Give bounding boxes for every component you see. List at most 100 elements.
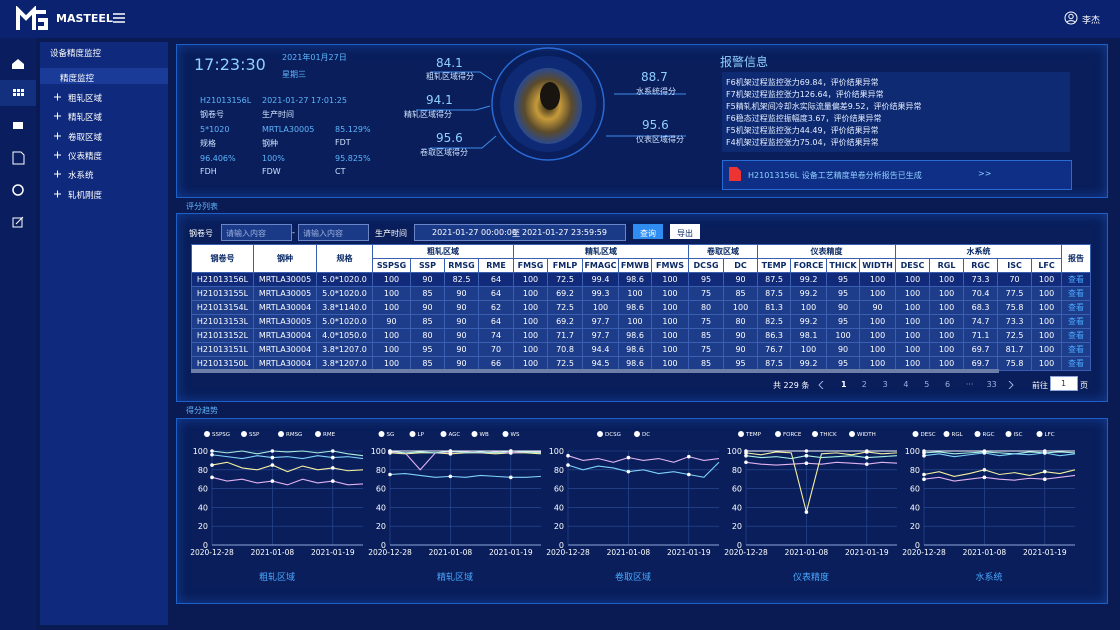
expand-icon[interactable] <box>54 112 62 120</box>
table-cell: 90 <box>410 272 445 287</box>
view-link[interactable]: 查看 <box>1061 328 1092 343</box>
table-cell: 99.2 <box>790 286 828 301</box>
expand-icon[interactable] <box>54 151 62 159</box>
table-row[interactable]: H21013150L MRTLA30004 3.8*1207.0 100 85 90 66 1… <box>191 356 1092 371</box>
table-row[interactable]: H21013156L MRTLA30005 5.0*1020.0 100 90 82.5 6… <box>191 272 1092 287</box>
table-cell: 74 <box>478 328 514 343</box>
table-cell: MRTLA30004 <box>253 342 317 357</box>
table-cell: 100 <box>826 328 861 343</box>
view-link[interactable]: 查看 <box>1061 356 1092 371</box>
table-row[interactable]: H21013155L MRTLA30005 5.0*1020.0 100 85 90 64 1… <box>191 286 1092 301</box>
trend-point <box>331 466 335 470</box>
query-button[interactable] <box>633 224 663 239</box>
legend-marker <box>943 431 950 437</box>
export-label[interactable]: 导出 <box>677 229 693 238</box>
page-number[interactable]: 3 <box>882 380 888 389</box>
grid-icon[interactable] <box>13 89 24 96</box>
expand-icon[interactable] <box>54 93 62 101</box>
table-cell: 100 <box>859 342 897 357</box>
table-cell: 86.3 <box>757 328 792 343</box>
menu-item[interactable]: 精度监控 <box>60 74 95 84</box>
view-link[interactable]: 查看 <box>1061 342 1092 357</box>
trend-point <box>982 451 987 455</box>
table-cell: 100 <box>650 272 690 287</box>
score-label: 精轧区域得分 <box>404 110 452 119</box>
table-cell: 100 <box>1031 342 1063 357</box>
table-cell: MRTLA30004 <box>253 300 317 315</box>
pdf-icon <box>729 167 741 181</box>
table-cell: 64 <box>478 272 514 287</box>
case-icon[interactable] <box>13 122 23 129</box>
user-icon[interactable] <box>1064 11 1078 25</box>
doc-icon[interactable] <box>12 151 25 165</box>
menu-item[interactable]: 仪表精度 <box>68 151 103 162</box>
user-name[interactable]: 李杰 <box>1082 16 1101 26</box>
trend-point <box>744 449 748 453</box>
table-cell: 99.3 <box>582 286 619 301</box>
page-arrow[interactable] <box>818 381 824 389</box>
page-arrow[interactable] <box>1008 381 1014 389</box>
table-cell: 70.4 <box>963 286 999 301</box>
table-cell: 98.6 <box>618 328 652 343</box>
input-box[interactable] <box>298 224 369 241</box>
table-cell: 73.3 <box>963 272 999 287</box>
table-cell: 90 <box>826 342 861 357</box>
view-link[interactable]: 查看 <box>1061 300 1092 315</box>
trend-point <box>922 477 926 481</box>
expand-icon[interactable] <box>54 132 62 140</box>
trend-point <box>1043 469 1047 474</box>
export-button[interactable] <box>670 224 700 239</box>
gear-icon[interactable] <box>12 184 24 196</box>
page-input[interactable]: 1 <box>1061 379 1067 388</box>
trend-line <box>389 473 542 478</box>
page-number[interactable]: 33 <box>986 380 997 389</box>
table-cell: 85 <box>688 328 725 343</box>
view-link[interactable]: 查看 <box>1061 286 1092 301</box>
legend-label: DCSG <box>605 432 621 438</box>
table-cell: 85 <box>688 356 725 371</box>
table-cell: 100 <box>859 286 897 301</box>
menu-item[interactable]: 精轧区域 <box>68 113 103 124</box>
alert-item: F5机架过程监控张力44.49，评价结果异常 <box>726 126 879 135</box>
menu-item[interactable]: 水系统 <box>68 171 94 182</box>
menu-toggle[interactable] <box>113 13 125 23</box>
expand-icon[interactable] <box>54 190 62 198</box>
menu-item[interactable]: 卷取区域 <box>68 132 103 143</box>
report-more[interactable]: >> <box>978 169 992 178</box>
table-row[interactable]: H21013154L MRTLA30004 3.8*1140.0 100 90 90 62 1… <box>191 300 1092 315</box>
input-box[interactable] <box>221 224 292 241</box>
page-number[interactable]: 2 <box>861 380 867 389</box>
home-icon[interactable] <box>12 59 24 69</box>
table-cell: 98.6 <box>618 300 652 315</box>
date-range-box[interactable] <box>414 224 626 241</box>
column-header: TEMP <box>757 258 792 273</box>
trend-line <box>211 476 364 486</box>
page-number[interactable]: 5 <box>924 380 930 389</box>
table-row[interactable]: H21013151L MRTLA30004 3.8*1207.0 100 95 90 70 1… <box>191 342 1092 357</box>
expand-icon[interactable] <box>54 170 62 178</box>
table-row[interactable]: H21013153L MRTLA30005 5.0*1020.0 90 85 90 64 10… <box>191 314 1092 329</box>
table-cell: 95 <box>723 356 759 371</box>
legend-marker <box>849 431 855 437</box>
chart-caption: 仪表精度 <box>793 571 829 583</box>
page-number[interactable]: 1 <box>841 380 847 389</box>
menu-item[interactable]: 轧机刚度 <box>68 190 103 201</box>
y-tick-label: 0 <box>381 541 386 550</box>
page-number[interactable]: ··· <box>965 380 974 389</box>
edit-icon[interactable] <box>12 216 24 228</box>
trend-point <box>1043 451 1047 455</box>
page-number[interactable]: 4 <box>903 380 909 389</box>
page-number[interactable]: 6 <box>945 380 951 389</box>
table-row[interactable]: H21013152L MRTLA30004 4.0*1050.0 100 80 90 74 1… <box>191 328 1092 343</box>
column-header: DESC <box>895 258 931 273</box>
report-notice[interactable]: H21013156L 设备工艺精度单卷分析报告已生成 <box>748 171 922 180</box>
view-link[interactable]: 查看 <box>1061 314 1092 329</box>
score-label: 仪表区域得分 <box>636 135 684 144</box>
legend-label: RGC <box>983 432 995 438</box>
menu-item[interactable]: 粗轧区域 <box>68 94 103 104</box>
query-label[interactable]: 查询 <box>640 229 656 238</box>
y-tick-label: 40 <box>198 503 208 512</box>
page-input-box[interactable] <box>1050 376 1078 391</box>
view-link[interactable]: 查看 <box>1061 272 1092 287</box>
report-notice-box[interactable] <box>722 160 1072 190</box>
